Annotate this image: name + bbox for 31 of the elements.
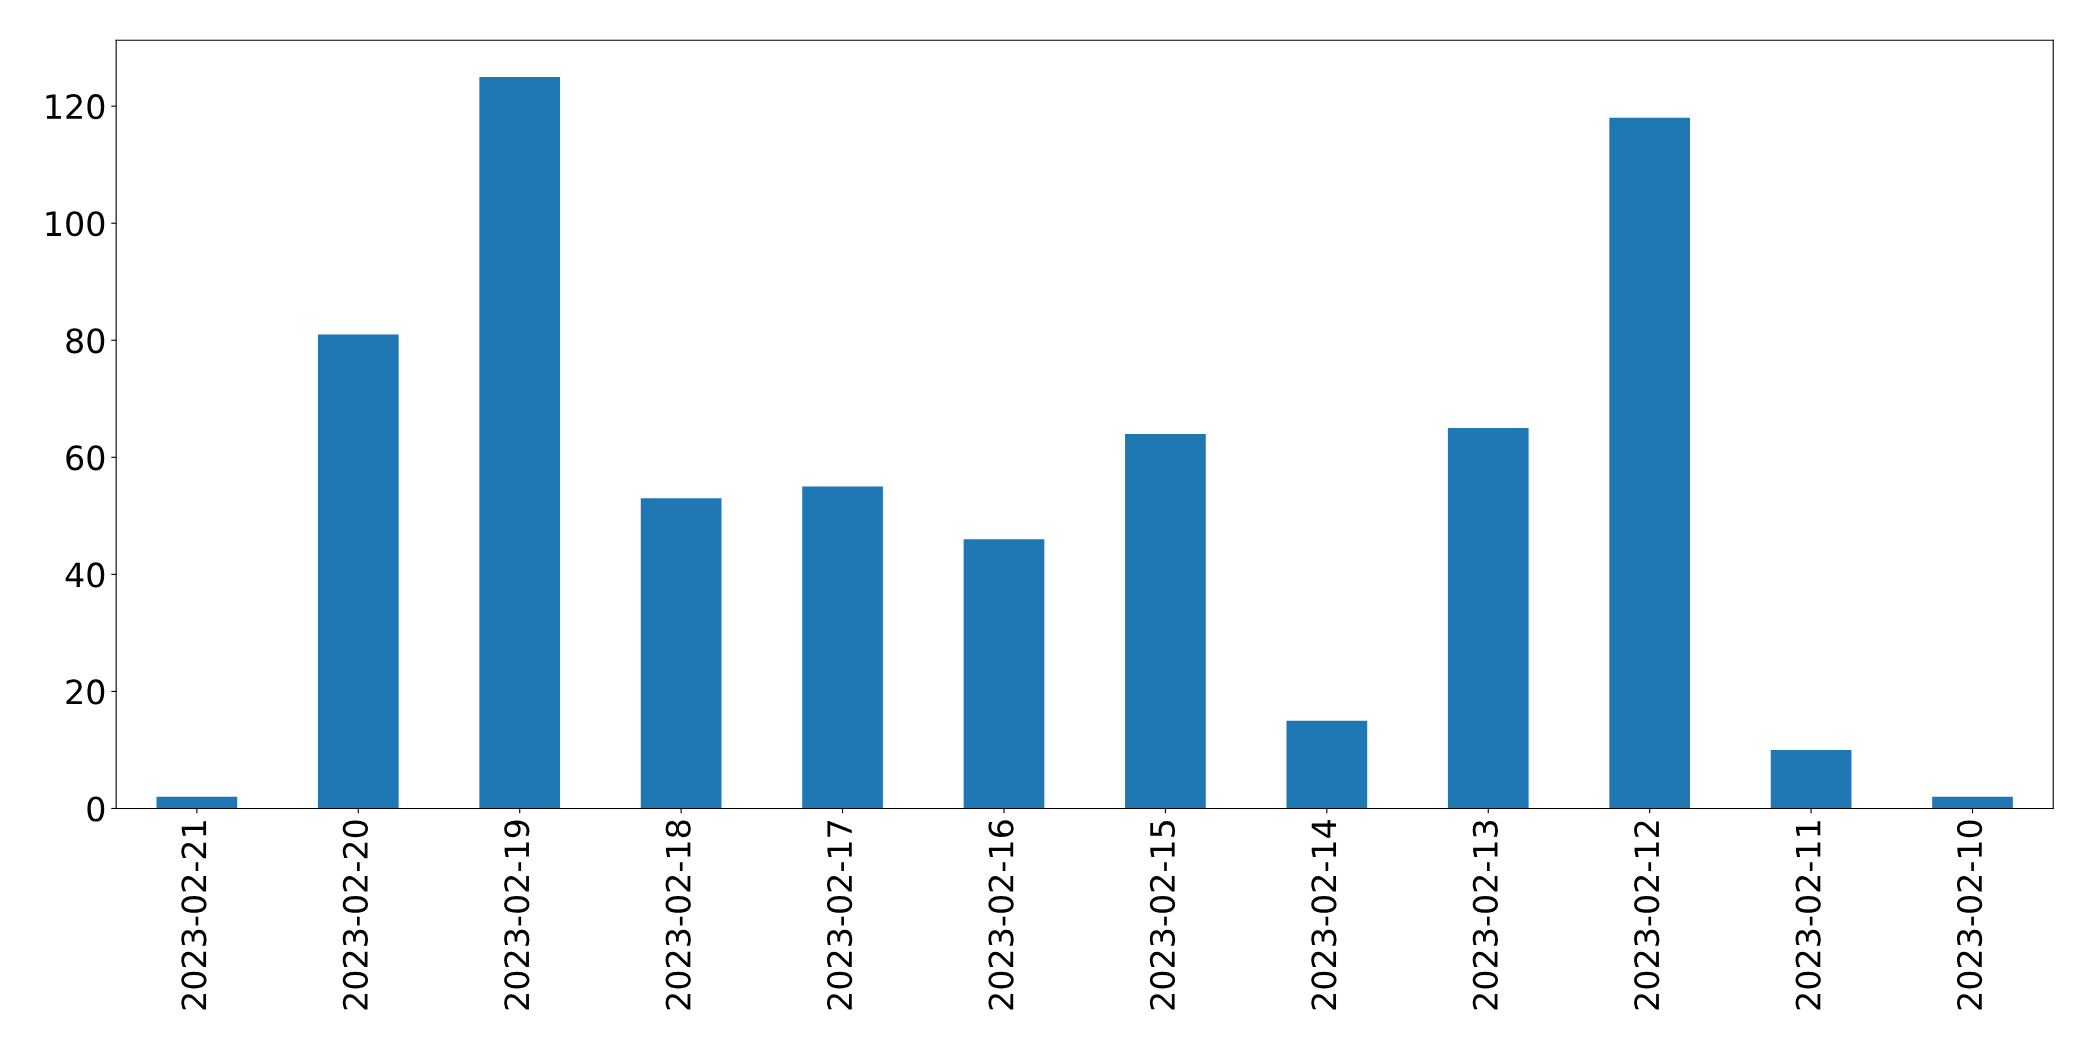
x-tick-label: 2023-02-12 [1634, 821, 1660, 1010]
x-tick-label: 2023-02-10 [1956, 820, 1983, 1010]
bar [156, 796, 238, 809]
x-tick-label: 2023-02-20 [342, 820, 368, 1010]
y-tick-label: 80 [66, 328, 105, 354]
bar [1609, 117, 1691, 809]
bar [1447, 428, 1529, 809]
bar [479, 76, 561, 809]
y-tick-label: 40 [65, 562, 105, 588]
bar [640, 498, 722, 809]
bar [1770, 749, 1852, 809]
x-tick-label: 2023-02-16 [988, 820, 1014, 1010]
x-tick-label: 2023-02-15 [1149, 821, 1176, 1010]
x-tick-label: 2023-02-19 [504, 820, 530, 1010]
bar [317, 334, 399, 809]
x-tick-label: 2023-02-21 [181, 821, 207, 1010]
x-tick-label: 2023-02-17 [827, 821, 853, 1010]
y-tick-label: 0 [87, 796, 105, 822]
bar [802, 486, 883, 809]
bar [1286, 720, 1368, 809]
y-tick-label: 120 [46, 94, 105, 120]
bar [1932, 796, 2013, 809]
x-tick-label: 2023-02-14 [1311, 820, 1337, 1010]
x-tick-label: 2023-02-11 [1795, 821, 1821, 1010]
bar [963, 539, 1045, 809]
y-tick-label: 100 [46, 211, 105, 237]
x-tick-label: 2023-02-13 [1472, 820, 1498, 1010]
bar [1125, 433, 1206, 809]
x-tick-label: 2023-02-18 [665, 820, 691, 1010]
y-tick-label: 20 [66, 679, 105, 705]
y-tick-label: 60 [66, 445, 105, 471]
